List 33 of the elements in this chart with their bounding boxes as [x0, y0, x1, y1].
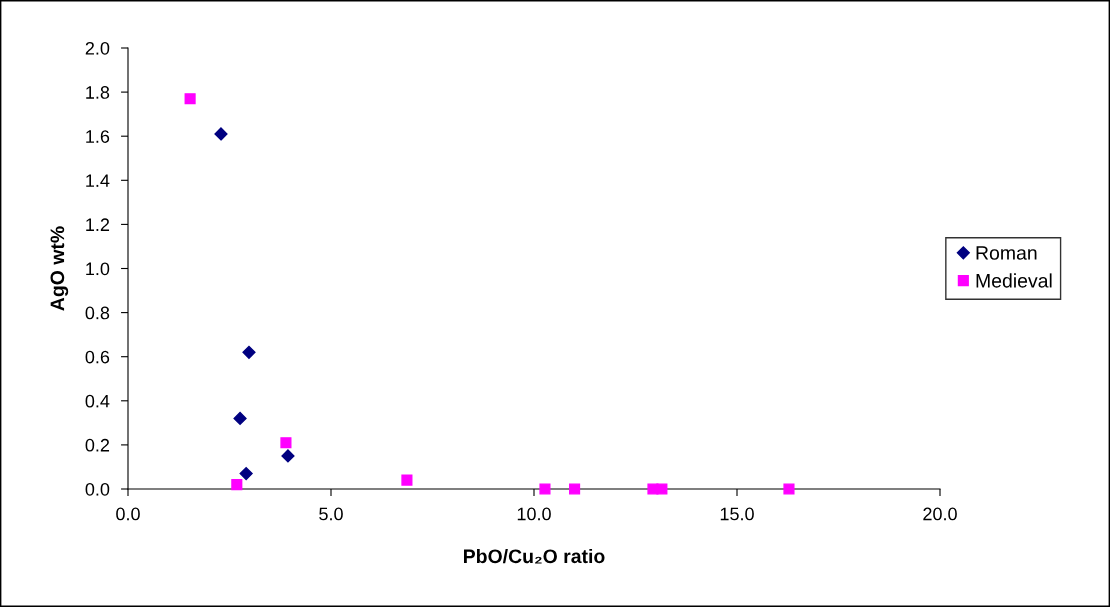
point: [184, 93, 196, 105]
y-tick-label: 2.0: [85, 41, 110, 55]
legend-label: Medieval: [976, 273, 1052, 288]
x-tick-label: 20.0: [923, 507, 957, 521]
point: [783, 483, 795, 495]
y-tick-label: 1.2: [86, 218, 110, 231]
y-tick-label: 1.0: [86, 262, 110, 276]
y-tick-label: 0.6: [85, 350, 110, 364]
x-tick-label: 0.0: [116, 507, 140, 521]
x-tick-label: 15.0: [720, 507, 754, 521]
y-tick-label: 1.6: [86, 130, 110, 143]
y-tick-label: 0.8: [85, 306, 110, 320]
y-tick-label: 0.4: [85, 394, 110, 408]
point: [281, 449, 295, 463]
point: [214, 127, 228, 141]
point: [233, 411, 247, 426]
y-tick-label: 0.0: [85, 482, 110, 496]
point: [231, 479, 243, 491]
y-axis-title: AgO wt%: [50, 226, 69, 311]
point: [539, 483, 551, 495]
y-tick-label: 0.2: [85, 438, 110, 452]
point: [239, 466, 253, 481]
point: [280, 437, 292, 449]
point: [242, 345, 256, 359]
legend-label: Roman: [976, 246, 1037, 260]
x-tick-label: 5.0: [319, 507, 343, 521]
x-tick-label: 10.0: [517, 507, 551, 521]
y-tick-label: 1.8: [86, 86, 110, 99]
point: [656, 483, 668, 495]
point: [401, 474, 413, 486]
x-axis-title: PbO/Cu₂O ratio: [464, 548, 605, 564]
point: [569, 483, 581, 495]
y-tick-label: 1.4: [86, 174, 110, 187]
